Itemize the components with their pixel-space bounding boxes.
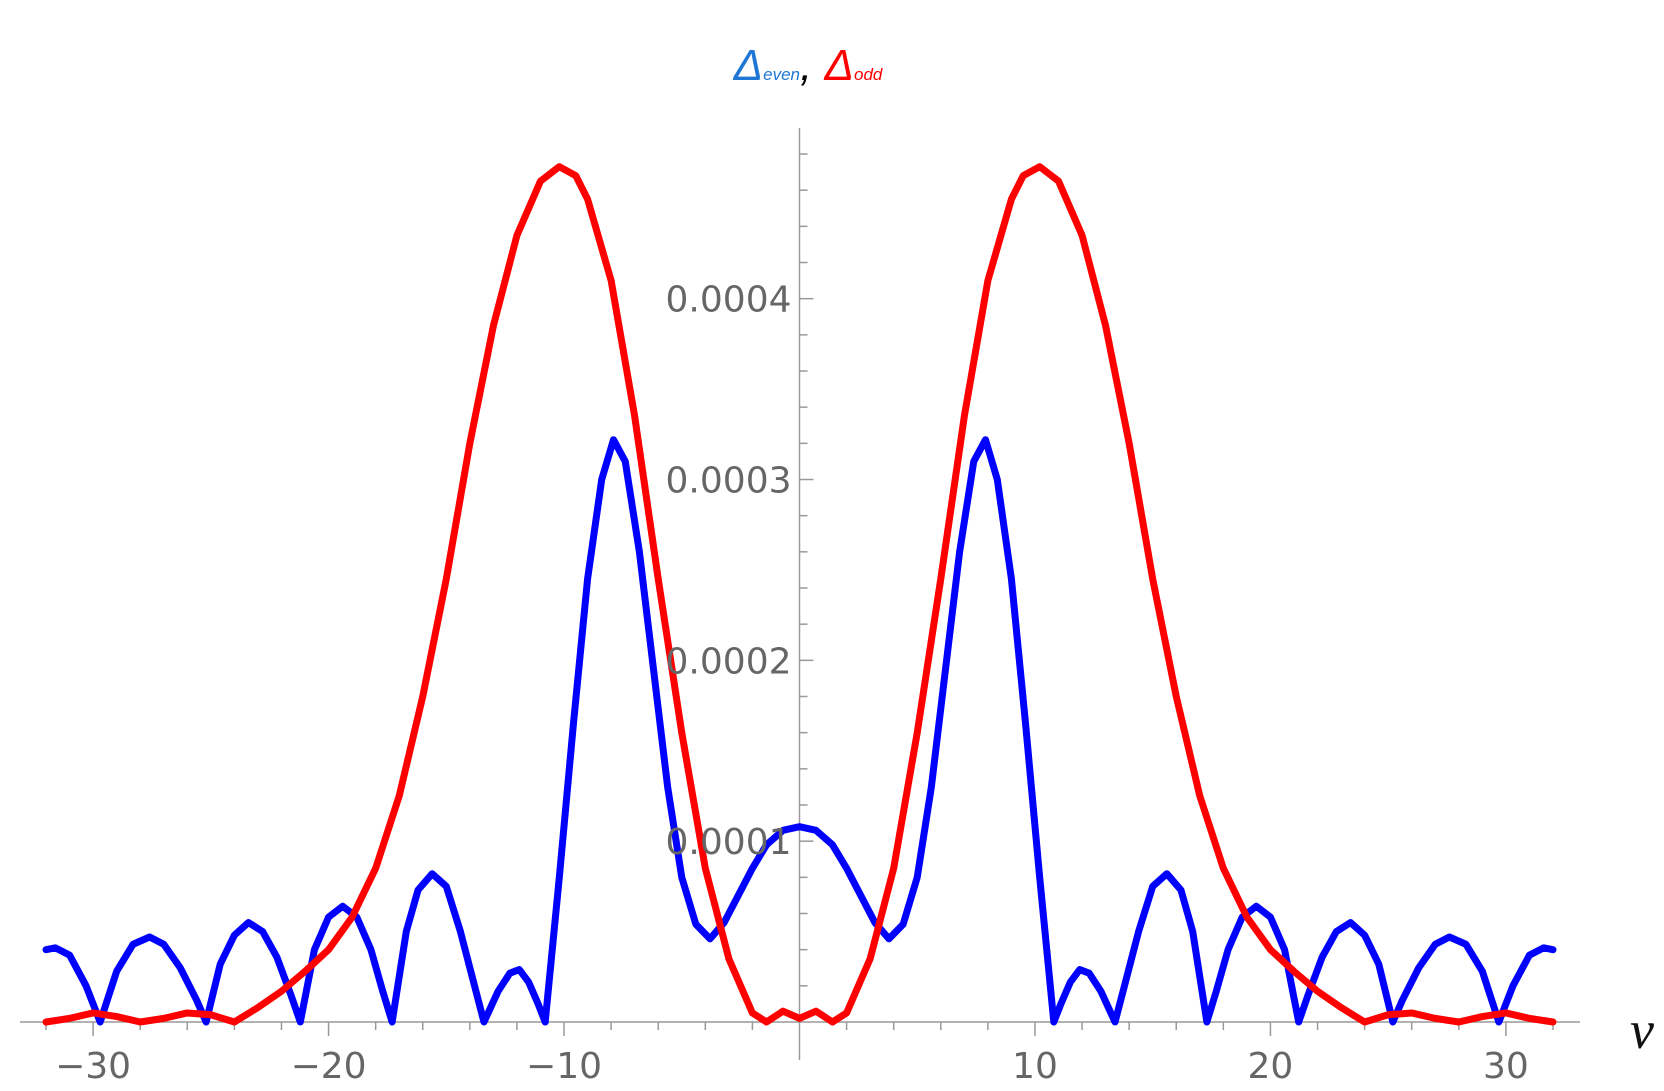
x-tick-label: 30 [1483,1046,1529,1087]
x-tick-label: 20 [1248,1046,1294,1087]
x-tick-label: −30 [55,1046,131,1087]
x-tick-label: 10 [1012,1046,1058,1087]
y-tick-label: 0.0001 [666,822,792,863]
y-axis-title: Δeven, Δodd [733,41,883,90]
y-axis-title-part: Δ [733,41,764,90]
series-line [42,436,1557,1026]
y-tick-label: 0.0004 [666,280,792,321]
series-layer [42,163,1557,1026]
x-tick-label: −20 [291,1046,367,1087]
series-line [42,163,1557,1026]
axes [20,128,1580,1060]
y-axis-title-part: Δ [823,41,854,90]
y-axis-title-part [812,41,824,90]
y-axis-title-part: , [800,41,812,90]
y-tick-label: 0.0002 [666,641,792,682]
y-tick-label: 0.0003 [666,461,792,502]
labels-layer: −30 −20 −10 10 20 30 0.0001 0.0002 0.0003 0.0004 [55,280,1529,1087]
y-axis-title-part: even [763,65,800,84]
x-tick-label: −10 [526,1046,602,1087]
y-axis-title-part: odd [854,65,883,84]
x-axis-title: ν [1630,1000,1654,1060]
